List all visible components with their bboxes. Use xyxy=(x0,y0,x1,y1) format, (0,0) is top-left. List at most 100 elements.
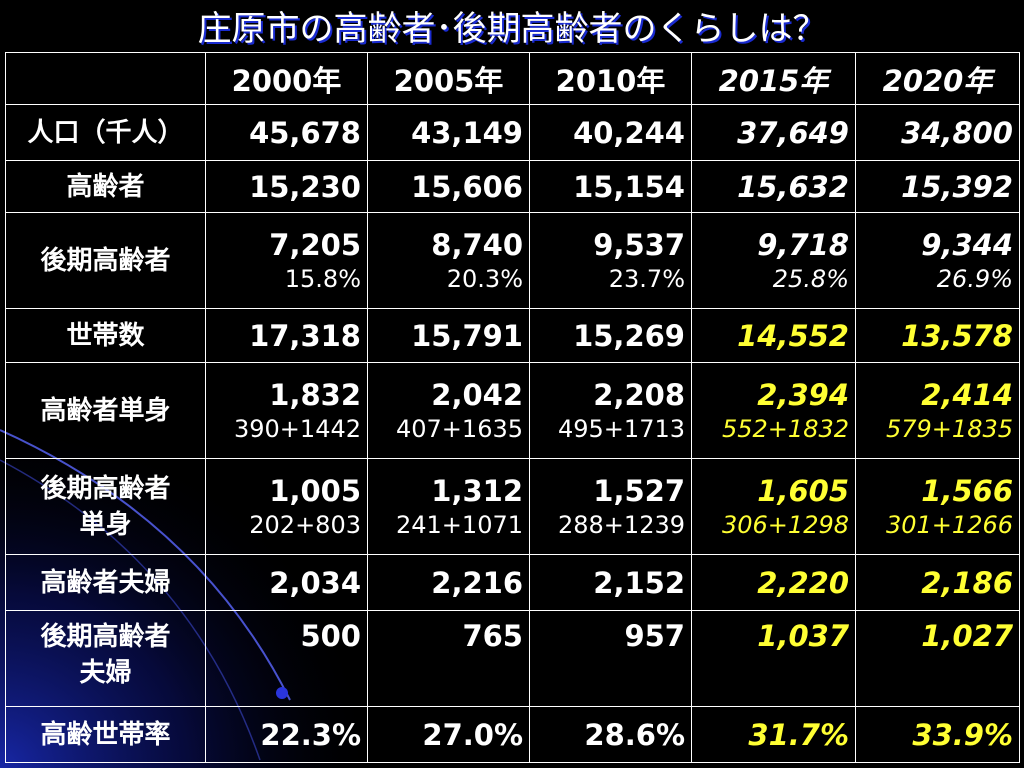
row-label-line: 夫婦 xyxy=(79,658,132,688)
row-label-line: 後期高齢者 xyxy=(40,622,171,652)
cell-value: 13,578 xyxy=(855,308,1020,363)
table-row: 高齢者夫婦 2,034 2,216 2,152 2,220 2,186 xyxy=(5,554,1020,611)
cell-value: 15,154 xyxy=(529,160,692,213)
cell-value: 45,678 xyxy=(205,104,368,161)
cell-value: 2,152 xyxy=(529,554,692,611)
cell-value: 37,649 xyxy=(691,104,856,161)
data-cell: 2,414 579+1835 xyxy=(855,362,1020,459)
cell-value: 33.9% xyxy=(855,706,1020,763)
cell-subvalue: 301+1266 xyxy=(886,510,1013,539)
cell-value: 14,552 xyxy=(691,308,856,363)
cell-value: 28.6% xyxy=(529,706,692,763)
column-header: 2020年 xyxy=(855,52,1020,105)
cell-value: 765 xyxy=(367,610,530,707)
cell-subvalue: 26.9% xyxy=(936,264,1013,293)
cell-value: 31.7% xyxy=(691,706,856,763)
cell-subvalue: 241+1071 xyxy=(396,510,523,539)
cell-subvalue: 15.8% xyxy=(284,264,361,293)
cell-value: 40,244 xyxy=(529,104,692,161)
data-cell: 1,527 288+1239 xyxy=(529,458,692,555)
column-header: 2005年 xyxy=(367,52,530,105)
row-label: 後期高齢者 xyxy=(5,212,206,309)
row-label-line: 後期高齢者 xyxy=(40,473,171,504)
row-label-line: 単身 xyxy=(79,509,132,540)
cell-value: 1,027 xyxy=(855,610,1020,707)
data-cell: 8,740 20.3% xyxy=(367,212,530,309)
cell-value: 15,230 xyxy=(205,160,368,213)
cell-value: 1,832 xyxy=(269,377,361,412)
data-cell: 1,312 241+1071 xyxy=(367,458,530,555)
table-row: 後期高齢者 7,205 15.8% 8,740 20.3% 9,537 23.7% 9,718… xyxy=(5,212,1020,309)
table-row: 人口（千人） 45,678 43,149 40,244 37,649 34,800 xyxy=(5,104,1020,161)
cell-value: 2,034 xyxy=(205,554,368,611)
cell-value: 1,312 xyxy=(431,473,523,508)
cell-value: 8,740 xyxy=(431,227,523,262)
data-cell: 1,566 301+1266 xyxy=(855,458,1020,555)
row-label: 高齢者 xyxy=(5,160,206,213)
row-label: 人口（千人） xyxy=(5,104,206,161)
cell-value: 2,208 xyxy=(593,377,685,412)
row-label: 世帯数 xyxy=(5,308,206,363)
data-cell: 2,042 407+1635 xyxy=(367,362,530,459)
cell-value: 15,606 xyxy=(367,160,530,213)
column-header: 2000年 xyxy=(205,52,368,105)
table-row: 後期高齢者 単身 1,005 202+803 1,312 241+1071 1,527 288… xyxy=(5,458,1020,555)
row-label: 高齢者単身 xyxy=(5,362,206,459)
cell-value: 15,791 xyxy=(367,308,530,363)
cell-value: 957 xyxy=(529,610,692,707)
cell-subvalue: 306+1298 xyxy=(722,510,849,539)
row-label: 後期高齢者 単身 xyxy=(5,458,206,555)
row-label: 後期高齢者 夫婦 xyxy=(5,610,206,707)
cell-value: 1,037 xyxy=(691,610,856,707)
cell-value: 1,605 xyxy=(757,473,849,508)
table-row: 後期高齢者 夫婦 500 765 957 1,037 1,027 xyxy=(5,610,1020,707)
data-cell: 1,605 306+1298 xyxy=(691,458,856,555)
data-cell: 2,208 495+1713 xyxy=(529,362,692,459)
row-label: 高齢者夫婦 xyxy=(5,554,206,611)
cell-subvalue: 25.8% xyxy=(772,264,849,293)
cell-subvalue: 407+1635 xyxy=(396,414,523,443)
cell-value: 500 xyxy=(205,610,368,707)
cell-subvalue: 552+1832 xyxy=(722,414,849,443)
data-cell: 9,537 23.7% xyxy=(529,212,692,309)
column-header: 2010年 xyxy=(529,52,692,105)
header-row: 2000年 2005年 2010年 2015年 2020年 xyxy=(5,52,1020,105)
data-cell: 1,832 390+1442 xyxy=(205,362,368,459)
cell-value: 1,566 xyxy=(921,473,1013,508)
cell-value: 15,269 xyxy=(529,308,692,363)
cell-subvalue: 579+1835 xyxy=(886,414,1013,443)
table-row: 高齢世帯率 22.3% 27.0% 28.6% 31.7% 33.9% xyxy=(5,706,1020,763)
cell-value: 27.0% xyxy=(367,706,530,763)
table-row: 高齢者 15,230 15,606 15,154 15,632 15,392 xyxy=(5,160,1020,213)
cell-value: 15,632 xyxy=(691,160,856,213)
row-label: 高齢世帯率 xyxy=(5,706,206,763)
table-row: 世帯数 17,318 15,791 15,269 14,552 13,578 xyxy=(5,308,1020,363)
column-header: 2015年 xyxy=(691,52,856,105)
cell-value: 15,392 xyxy=(855,160,1020,213)
page-title: 庄原市の高齢者･後期高齢者のくらしは？ xyxy=(197,9,827,49)
cell-value: 2,414 xyxy=(921,377,1013,412)
data-cell: 2,394 552+1832 xyxy=(691,362,856,459)
cell-value: 2,042 xyxy=(431,377,523,412)
cell-value: 9,344 xyxy=(921,227,1013,262)
cell-value: 9,718 xyxy=(757,227,849,262)
cell-subvalue: 20.3% xyxy=(446,264,523,293)
cell-value: 9,537 xyxy=(593,227,685,262)
cell-value: 34,800 xyxy=(855,104,1020,161)
cell-value: 1,527 xyxy=(593,473,685,508)
cell-value: 2,220 xyxy=(691,554,856,611)
cell-subvalue: 288+1239 xyxy=(558,510,685,539)
cell-subvalue: 495+1713 xyxy=(558,414,685,443)
cell-subvalue: 390+1442 xyxy=(234,414,361,443)
cell-value: 43,149 xyxy=(367,104,530,161)
table-row: 高齢者単身 1,832 390+1442 2,042 407+1635 2,208 495+… xyxy=(5,362,1020,459)
data-cell: 1,005 202+803 xyxy=(205,458,368,555)
data-cell: 7,205 15.8% xyxy=(205,212,368,309)
cell-value: 1,005 xyxy=(269,473,361,508)
cell-value: 2,394 xyxy=(757,377,849,412)
cell-value: 2,186 xyxy=(855,554,1020,611)
cell-subvalue: 202+803 xyxy=(249,510,361,539)
data-cell: 9,344 26.9% xyxy=(855,212,1020,309)
cell-value: 22.3% xyxy=(205,706,368,763)
data-table: 2000年 2005年 2010年 2015年 2020年 人口（千人） 45,678 43,… xyxy=(5,52,1020,763)
